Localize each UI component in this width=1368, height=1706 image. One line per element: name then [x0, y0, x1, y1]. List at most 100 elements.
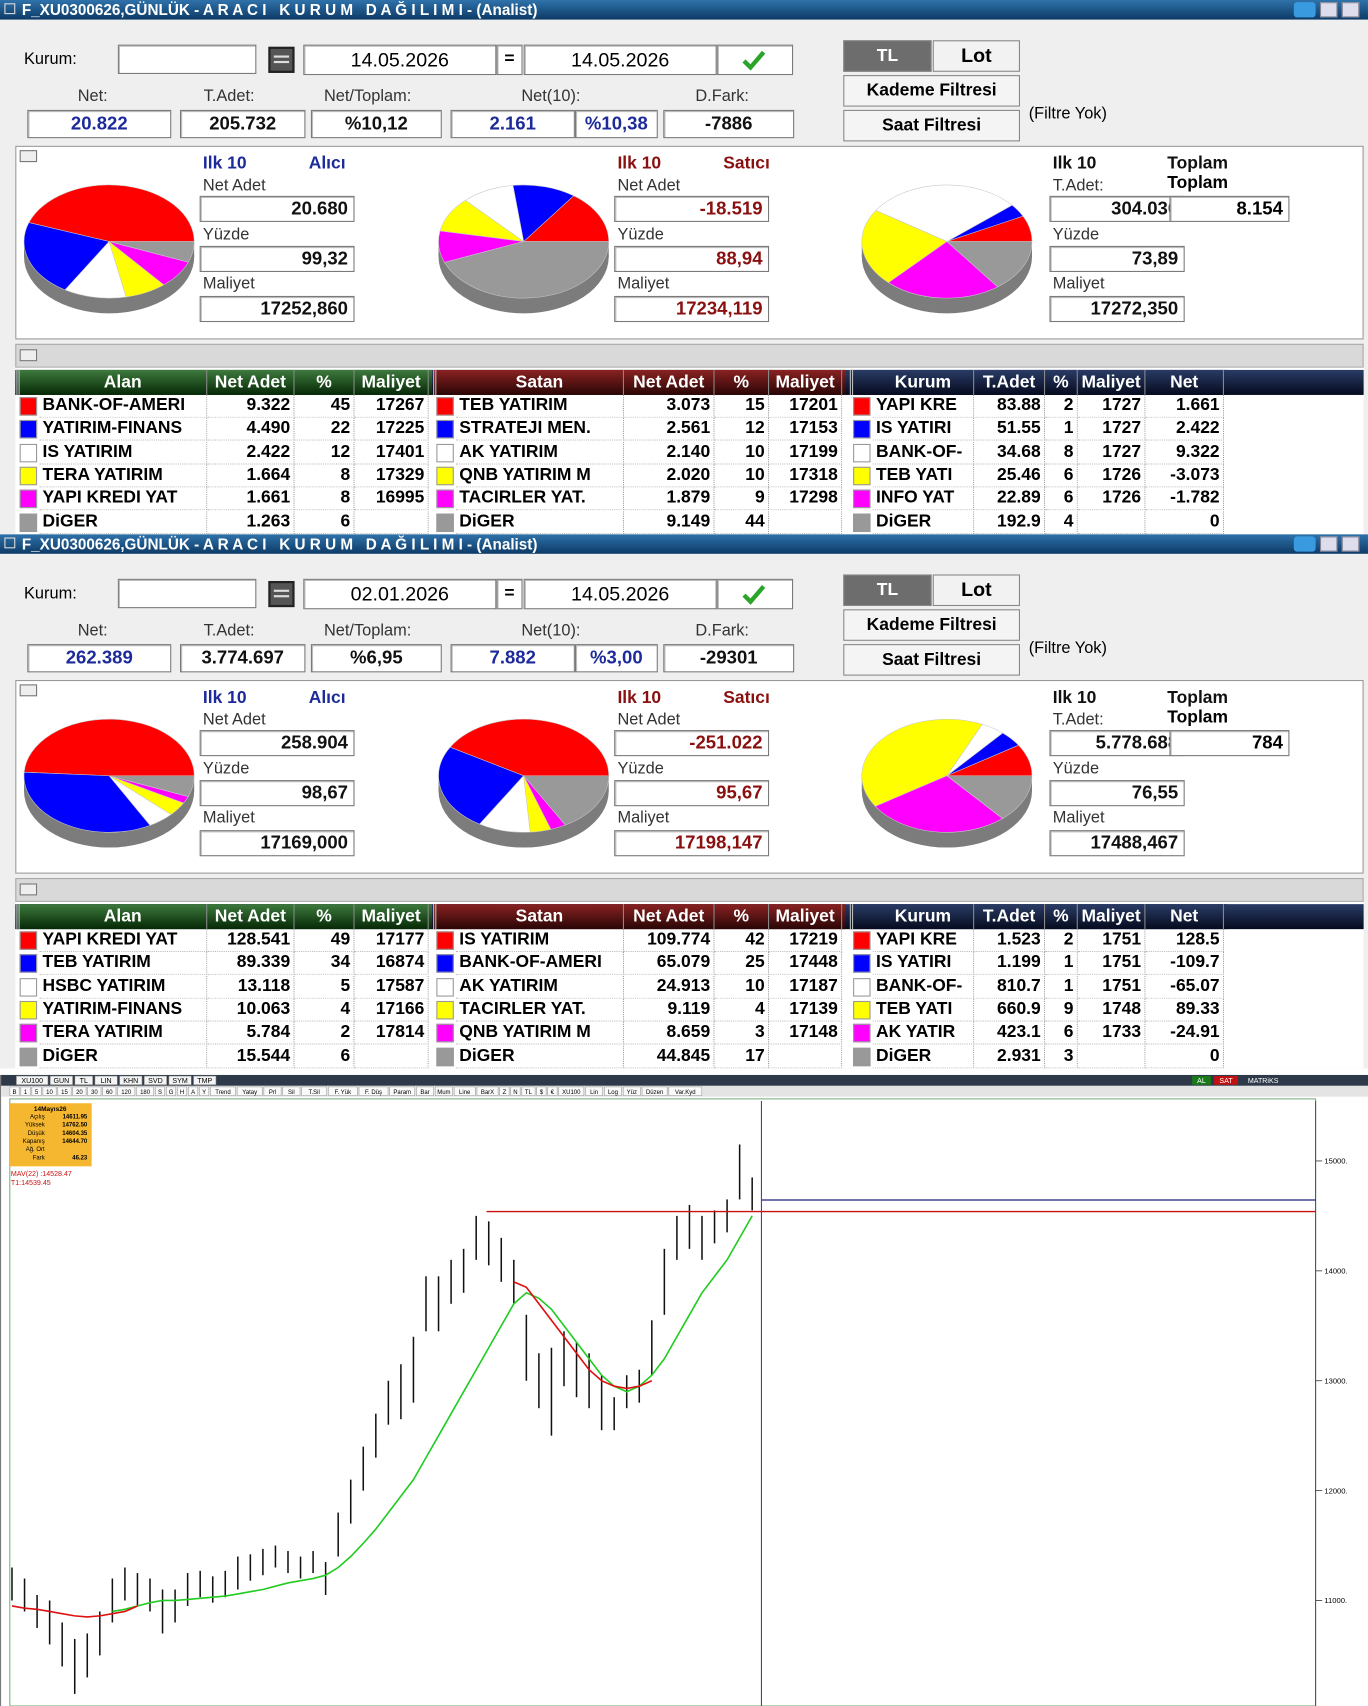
- table-header[interactable]: Maliyet: [1078, 369, 1146, 395]
- toolbar-button[interactable]: [328, 1086, 358, 1096]
- table-header[interactable]: Maliyet: [769, 369, 843, 395]
- toolbar-button[interactable]: [74, 1075, 93, 1086]
- toolbar-button[interactable]: [102, 1086, 117, 1096]
- calendar-button[interactable]: [268, 580, 295, 608]
- toolbar-button[interactable]: [166, 1086, 177, 1096]
- toolbar-button[interactable]: [16, 1075, 49, 1086]
- toolbar-button[interactable]: [57, 1086, 72, 1096]
- toolbar-button[interactable]: [604, 1086, 622, 1096]
- kademe-button[interactable]: Kademe Filtresi: [843, 609, 1020, 641]
- table-header[interactable]: %: [295, 904, 355, 930]
- table-header[interactable]: Net: [1145, 904, 1224, 930]
- table-header[interactable]: Maliyet: [769, 904, 843, 930]
- toolbar-button[interactable]: [177, 1086, 188, 1096]
- toolbar-button[interactable]: [510, 1086, 521, 1096]
- toolbar-button[interactable]: [155, 1086, 165, 1096]
- calendar-button[interactable]: [268, 46, 295, 73]
- toolbar-button[interactable]: [210, 1086, 236, 1096]
- apply-button[interactable]: [716, 44, 794, 76]
- table-header[interactable]: Maliyet: [1078, 904, 1146, 930]
- toolbar-button[interactable]: [536, 1086, 547, 1096]
- toolbar-button[interactable]: [1241, 1076, 1286, 1085]
- tl-button[interactable]: TL: [843, 574, 932, 607]
- date-from[interactable]: 14.05.2026: [303, 44, 497, 76]
- date-from[interactable]: 02.01.2026: [303, 578, 497, 610]
- lot-button[interactable]: Lot: [932, 40, 1020, 72]
- kurum-input[interactable]: [117, 578, 257, 609]
- date-to[interactable]: 14.05.2026: [523, 44, 717, 76]
- toolbar-button[interactable]: [193, 1075, 217, 1086]
- toolbar-button[interactable]: [453, 1086, 476, 1096]
- toolbar-button[interactable]: [136, 1086, 154, 1096]
- table-header[interactable]: %: [1045, 369, 1078, 395]
- toolbar-button[interactable]: [42, 1086, 57, 1096]
- table-header[interactable]: Maliyet: [355, 904, 429, 930]
- kademe-button[interactable]: Kademe Filtresi: [843, 75, 1020, 107]
- table-header[interactable]: T.Adet: [974, 369, 1046, 395]
- toolbar-button[interactable]: [263, 1086, 282, 1096]
- toolbar-button[interactable]: [49, 1075, 73, 1086]
- toolbar-button[interactable]: [31, 1086, 42, 1096]
- date-to[interactable]: 14.05.2026: [523, 578, 717, 610]
- toolbar-button[interactable]: [282, 1086, 301, 1096]
- toolbar-button[interactable]: [547, 1086, 558, 1096]
- toolbar-button[interactable]: [622, 1086, 641, 1096]
- toolbar-button[interactable]: [87, 1086, 102, 1096]
- toolbar-button[interactable]: [20, 1086, 31, 1096]
- table-header[interactable]: Satan: [456, 369, 624, 395]
- minimize-button[interactable]: [1319, 536, 1338, 552]
- table-header[interactable]: %: [715, 904, 770, 930]
- minimize-button[interactable]: [1319, 2, 1338, 18]
- toolbar-button[interactable]: [94, 1075, 118, 1086]
- table-header[interactable]: %: [1045, 904, 1078, 930]
- toolbar-button[interactable]: [416, 1086, 434, 1096]
- toolbar-button[interactable]: [301, 1086, 327, 1096]
- table-header[interactable]: %: [715, 369, 770, 395]
- table-header[interactable]: Satan: [456, 904, 624, 930]
- table-header[interactable]: Net: [1145, 369, 1224, 395]
- color-swatch: [436, 397, 454, 416]
- toolbar-button[interactable]: [499, 1086, 510, 1096]
- toolbar-button[interactable]: [476, 1086, 499, 1096]
- toolbar-button[interactable]: [72, 1086, 87, 1096]
- apply-button[interactable]: [716, 578, 794, 610]
- toolbar-button[interactable]: [668, 1086, 703, 1096]
- toolbar-button[interactable]: [9, 1086, 20, 1096]
- toolbar-button[interactable]: [558, 1086, 585, 1096]
- toolbar-button[interactable]: [236, 1086, 263, 1096]
- table-header[interactable]: Net Adet: [207, 369, 295, 395]
- table-header[interactable]: Kurum: [873, 369, 975, 395]
- toolbar-button[interactable]: [119, 1075, 143, 1086]
- lot-button[interactable]: Lot: [932, 574, 1020, 607]
- toolbar-button[interactable]: [358, 1086, 389, 1096]
- share-icon[interactable]: [1293, 2, 1316, 18]
- kurum-input[interactable]: [117, 44, 257, 74]
- saat-button[interactable]: Saat Filtresi: [843, 644, 1020, 676]
- toolbar-button[interactable]: [434, 1086, 453, 1096]
- toolbar-button[interactable]: [1192, 1076, 1211, 1085]
- toolbar-button[interactable]: [521, 1086, 536, 1096]
- table-header[interactable]: Net Adet: [624, 904, 715, 930]
- table-header[interactable]: Net Adet: [624, 369, 715, 395]
- toolbar-button[interactable]: [168, 1075, 192, 1086]
- table-header[interactable]: Alan: [39, 904, 208, 930]
- toolbar-button[interactable]: [1214, 1076, 1238, 1085]
- table-header[interactable]: T.Adet: [974, 904, 1046, 930]
- table-header[interactable]: Net Adet: [207, 904, 295, 930]
- toolbar-button[interactable]: [641, 1086, 668, 1096]
- close-button[interactable]: [1341, 2, 1360, 18]
- toolbar-button[interactable]: [117, 1086, 136, 1096]
- toolbar-button[interactable]: [585, 1086, 603, 1096]
- table-header[interactable]: Alan: [39, 369, 208, 395]
- toolbar-button[interactable]: [143, 1075, 167, 1086]
- table-header[interactable]: %: [295, 369, 355, 395]
- saat-button[interactable]: Saat Filtresi: [843, 109, 1020, 142]
- table-header[interactable]: Kurum: [873, 904, 975, 930]
- toolbar-button[interactable]: [389, 1086, 416, 1096]
- tl-button[interactable]: TL: [843, 40, 932, 72]
- share-icon[interactable]: [1293, 536, 1316, 552]
- toolbar-button[interactable]: [188, 1086, 199, 1096]
- close-button[interactable]: [1341, 536, 1360, 552]
- toolbar-button[interactable]: [199, 1086, 210, 1096]
- table-header[interactable]: Maliyet: [355, 369, 429, 395]
